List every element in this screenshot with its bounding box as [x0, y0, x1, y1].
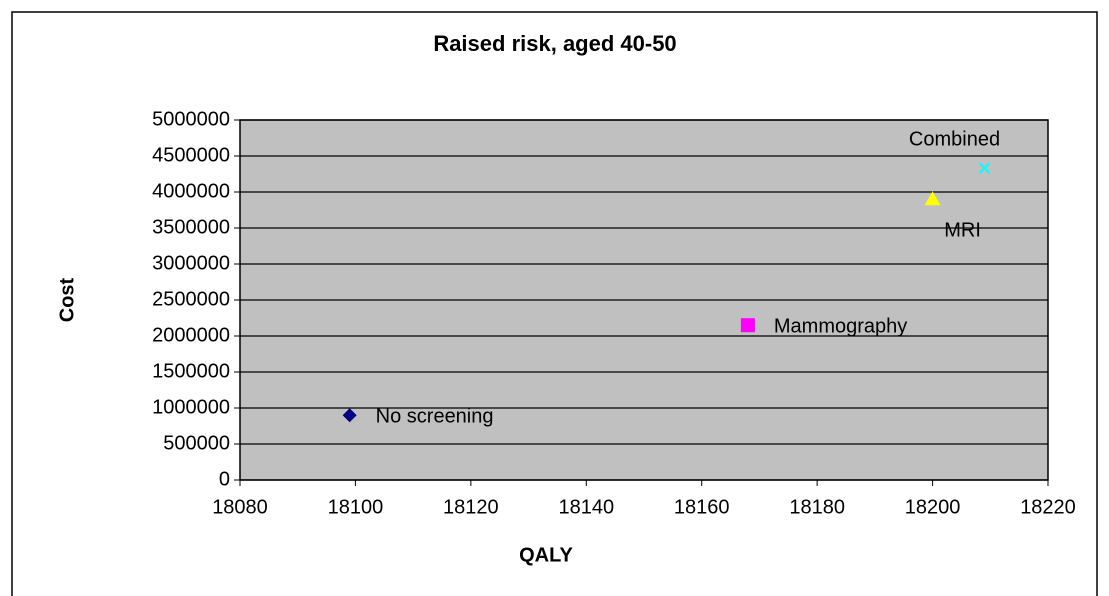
y-tick-label: 4000000: [152, 180, 230, 202]
data-label: MRI: [944, 219, 981, 241]
x-tick-label: 18120: [443, 496, 499, 518]
y-tick-label: 5000000: [152, 108, 230, 130]
y-tick-label: 1500000: [152, 360, 230, 382]
y-tick-label: 3500000: [152, 216, 230, 238]
x-tick-label: 18200: [905, 496, 961, 518]
x-tick-label: 18220: [1020, 496, 1076, 518]
point: [978, 162, 991, 174]
x-tick-label: 18180: [789, 496, 845, 518]
data-label: No screening: [376, 405, 494, 427]
y-tick-label: 3000000: [152, 252, 230, 274]
point: [740, 318, 755, 333]
point: [924, 191, 941, 206]
x-tick-label: 18140: [558, 496, 614, 518]
plot-border: [239, 119, 1049, 481]
y-tick-label: 4500000: [152, 144, 230, 166]
y-tick-label: 500000: [163, 432, 230, 454]
y-tick-label: 2000000: [152, 324, 230, 346]
x-axis-label: QALY: [519, 544, 573, 566]
y-tick-label: 1000000: [152, 396, 230, 418]
x-tick-label: 18160: [674, 496, 730, 518]
x-tick-label: 18100: [328, 496, 384, 518]
data-label: Mammography: [774, 315, 907, 337]
y-tick-label: 0: [219, 468, 230, 490]
y-axis-label: Cost: [56, 277, 78, 322]
point: [342, 408, 357, 423]
chart-title: Raised risk, aged 40-50: [433, 31, 676, 56]
data-label: Combined: [909, 129, 1000, 151]
y-tick-label: 2500000: [152, 288, 230, 310]
x-tick-label: 18080: [212, 496, 268, 518]
